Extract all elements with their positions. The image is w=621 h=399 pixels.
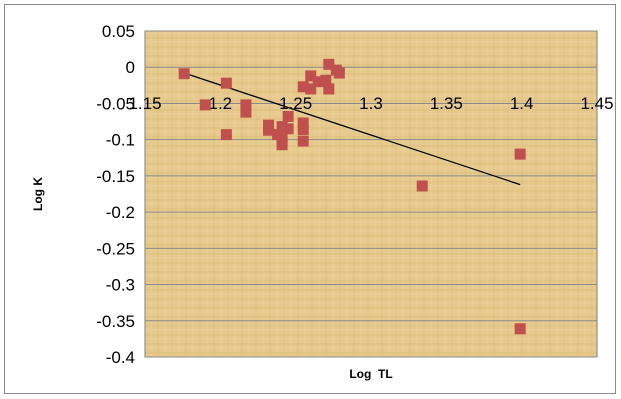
data-point [305,83,317,95]
y-tick-label: -0.15 [96,167,135,186]
y-tick-label: 0.05 [102,22,135,41]
data-point [323,83,335,95]
x-tick-label: 1.2 [209,94,233,113]
x-tick-label: 1.15 [128,94,161,113]
trendline [183,72,521,186]
x-tick-label: 1.25 [279,94,312,113]
y-tick-label: -0.2 [106,203,135,222]
y-tick-label: -0.3 [106,276,135,295]
data-point [320,74,332,86]
data-point [276,139,288,151]
data-point [178,68,190,80]
y-tick-label: -0.1 [106,131,135,150]
y-tick-label: -0.05 [96,94,135,113]
plot-area [144,30,598,358]
x-tick-label: 1.4 [510,94,534,113]
data-point [282,123,294,135]
data-point [514,148,526,160]
data-point [276,121,288,133]
data-point [220,129,232,141]
x-tick-label: 1.3 [359,94,383,113]
data-point [312,76,324,88]
x-axis-title: Log TL [349,367,392,381]
y-tick-label: -0.4 [106,348,135,367]
x-tick-label: 1.45 [580,94,613,113]
data-point [282,110,294,122]
data-point [305,70,317,82]
data-point [199,99,211,111]
data-point [297,135,309,147]
data-point [240,106,252,118]
data-point [333,67,345,79]
data-point [416,180,428,192]
data-point [297,117,309,129]
data-point [514,323,526,335]
data-point [263,124,275,136]
data-point [240,99,252,111]
y-tick-label: -0.35 [96,312,135,331]
x-tick-label: 1.35 [430,94,463,113]
data-point [323,58,335,70]
data-point [297,124,309,136]
y-axis-title: Log K [31,177,45,211]
y-tick-label: -0.25 [96,239,135,258]
data-point [297,81,309,93]
data-point [220,77,232,89]
y-tick-label: 0 [126,58,135,77]
